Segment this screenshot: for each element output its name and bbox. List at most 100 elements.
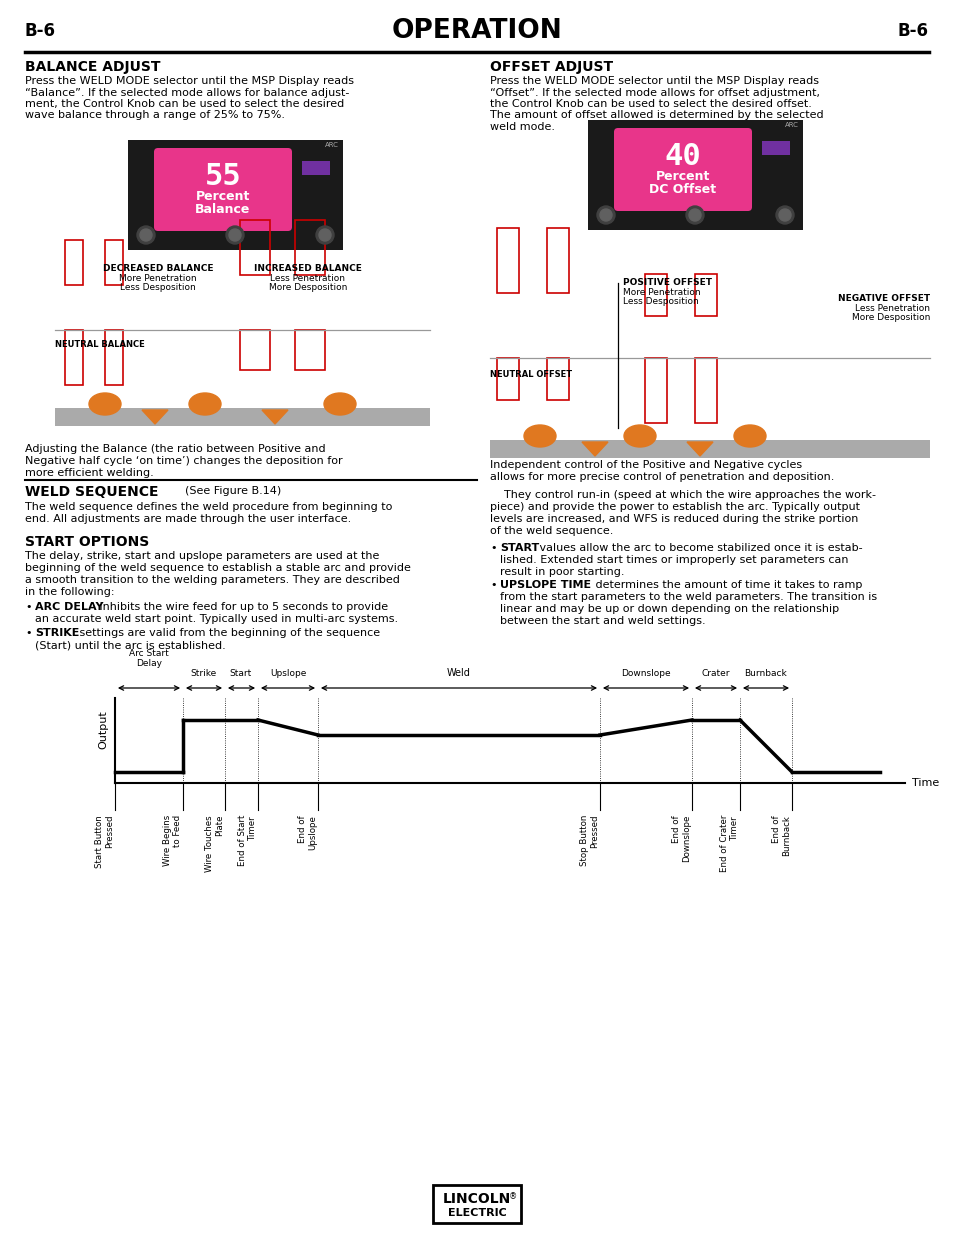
Ellipse shape xyxy=(324,393,355,415)
Text: They control run-in (speed at which the wire approaches the work-: They control run-in (speed at which the … xyxy=(490,490,875,500)
FancyBboxPatch shape xyxy=(614,128,751,211)
Text: Start: Start xyxy=(230,669,252,678)
Text: “Balance”. If the selected mode allows for balance adjust-: “Balance”. If the selected mode allows f… xyxy=(25,88,349,98)
Bar xyxy=(546,228,568,293)
Text: The weld sequence defines the weld procedure from beginning to: The weld sequence defines the weld proce… xyxy=(25,501,392,513)
Text: NEUTRAL BALANCE: NEUTRAL BALANCE xyxy=(55,340,145,350)
Text: Independent control of the Positive and Negative cycles: Independent control of the Positive and … xyxy=(490,459,801,471)
Text: DECREASED BALANCE: DECREASED BALANCE xyxy=(103,264,213,273)
Text: End of Start
Timer: End of Start Timer xyxy=(237,815,256,867)
Bar xyxy=(240,220,270,275)
Text: Upslope: Upslope xyxy=(270,669,306,678)
Text: NEGATIVE OFFSET: NEGATIVE OFFSET xyxy=(837,294,929,303)
Bar xyxy=(433,1186,520,1223)
Ellipse shape xyxy=(733,425,765,447)
Text: Percent: Percent xyxy=(655,170,709,183)
Text: of the weld sequence.: of the weld sequence. xyxy=(490,526,613,536)
Bar xyxy=(497,358,518,400)
Text: 55: 55 xyxy=(204,162,241,191)
FancyBboxPatch shape xyxy=(153,148,292,231)
Text: Output: Output xyxy=(98,710,108,750)
Bar xyxy=(302,161,330,175)
Text: ARC DELAY: ARC DELAY xyxy=(35,601,103,613)
Bar xyxy=(128,140,343,249)
Text: wave balance through a range of 25% to 75%.: wave balance through a range of 25% to 7… xyxy=(25,110,285,121)
Text: More Penetration: More Penetration xyxy=(119,274,196,283)
Circle shape xyxy=(775,206,793,224)
Text: B-6: B-6 xyxy=(25,22,56,40)
Text: START OPTIONS: START OPTIONS xyxy=(25,535,149,550)
Text: settings are valid from the beginning of the sequence: settings are valid from the beginning of… xyxy=(76,629,379,638)
Text: More Desposition: More Desposition xyxy=(269,283,347,291)
Text: INCREASED BALANCE: INCREASED BALANCE xyxy=(253,264,361,273)
Text: Time: Time xyxy=(911,778,939,788)
Text: in the following:: in the following: xyxy=(25,587,114,597)
Text: determines the amount of time it takes to ramp: determines the amount of time it takes t… xyxy=(592,580,862,590)
Circle shape xyxy=(599,209,612,221)
Bar xyxy=(497,228,518,293)
Bar xyxy=(546,358,568,400)
Text: between the start and weld settings.: between the start and weld settings. xyxy=(499,616,705,626)
Text: Arc Start
Delay: Arc Start Delay xyxy=(129,648,169,668)
Text: the Control Knob can be used to select the desired offset.: the Control Knob can be used to select t… xyxy=(490,99,811,109)
Text: lished. Extended start times or improperly set parameters can: lished. Extended start times or improper… xyxy=(499,555,847,564)
Text: End of
Downslope: End of Downslope xyxy=(671,815,690,862)
Text: START: START xyxy=(499,543,538,553)
Text: a smooth transition to the welding parameters. They are described: a smooth transition to the welding param… xyxy=(25,576,399,585)
Text: Negative half cycle ‘on time’) changes the deposition for: Negative half cycle ‘on time’) changes t… xyxy=(25,456,342,466)
Text: LINCOLN: LINCOLN xyxy=(442,1192,511,1207)
Bar xyxy=(105,240,123,285)
Bar xyxy=(65,330,83,385)
Text: ELECTRIC: ELECTRIC xyxy=(447,1208,506,1218)
Bar xyxy=(55,408,430,426)
Bar xyxy=(65,240,83,285)
Text: B-6: B-6 xyxy=(897,22,928,40)
Bar xyxy=(644,358,666,424)
Text: The amount of offset allowed is determined by the selected: The amount of offset allowed is determin… xyxy=(490,110,822,121)
Text: (See Figure B.14): (See Figure B.14) xyxy=(185,487,281,496)
Text: NEUTRAL OFFSET: NEUTRAL OFFSET xyxy=(490,370,572,379)
Bar xyxy=(105,330,123,385)
Text: UPSLOPE TIME: UPSLOPE TIME xyxy=(499,580,591,590)
Bar xyxy=(490,440,929,458)
Text: •: • xyxy=(25,601,31,613)
Circle shape xyxy=(229,228,241,241)
Circle shape xyxy=(779,209,790,221)
Circle shape xyxy=(597,206,615,224)
Text: end. All adjustments are made through the user interface.: end. All adjustments are made through th… xyxy=(25,514,351,524)
Text: More Penetration: More Penetration xyxy=(622,288,700,296)
Text: beginning of the weld sequence to establish a stable arc and provide: beginning of the weld sequence to establ… xyxy=(25,563,411,573)
Text: Press the WELD MODE selector until the MSP Display reads: Press the WELD MODE selector until the M… xyxy=(490,77,818,86)
Text: End of Crater
Timer: End of Crater Timer xyxy=(720,815,739,872)
Text: piece) and provide the power to establish the arc. Typically output: piece) and provide the power to establis… xyxy=(490,501,859,513)
Text: Strike: Strike xyxy=(191,669,217,678)
Text: BALANCE ADJUST: BALANCE ADJUST xyxy=(25,61,160,74)
Text: Weld: Weld xyxy=(447,668,471,678)
Text: ®: ® xyxy=(508,1193,517,1202)
Ellipse shape xyxy=(89,393,121,415)
Text: End of
Burnback: End of Burnback xyxy=(771,815,790,856)
Text: •: • xyxy=(490,543,496,553)
Text: more efficient welding.: more efficient welding. xyxy=(25,468,153,478)
Text: weld mode.: weld mode. xyxy=(490,122,555,132)
Text: 40: 40 xyxy=(664,142,700,170)
Text: STRIKE: STRIKE xyxy=(35,629,79,638)
Polygon shape xyxy=(581,442,607,456)
Circle shape xyxy=(137,226,154,245)
Text: Crater: Crater xyxy=(701,669,729,678)
Ellipse shape xyxy=(189,393,221,415)
Text: Less Desposition: Less Desposition xyxy=(120,283,195,291)
Polygon shape xyxy=(142,410,168,424)
Text: Percent: Percent xyxy=(195,190,250,203)
Text: Wire Begins
to Feed: Wire Begins to Feed xyxy=(163,815,182,866)
Text: Wire Touches
Plate: Wire Touches Plate xyxy=(205,815,224,872)
Text: values allow the arc to become stabilized once it is estab-: values allow the arc to become stabilize… xyxy=(536,543,862,553)
Text: Adjusting the Balance (the ratio between Positive and: Adjusting the Balance (the ratio between… xyxy=(25,445,325,454)
Polygon shape xyxy=(686,442,712,456)
Circle shape xyxy=(688,209,700,221)
Text: •: • xyxy=(25,629,31,638)
Text: an accurate weld start point. Typically used in multi-arc systems.: an accurate weld start point. Typically … xyxy=(35,614,397,624)
Circle shape xyxy=(226,226,244,245)
Bar xyxy=(240,330,270,370)
Bar xyxy=(695,358,717,424)
